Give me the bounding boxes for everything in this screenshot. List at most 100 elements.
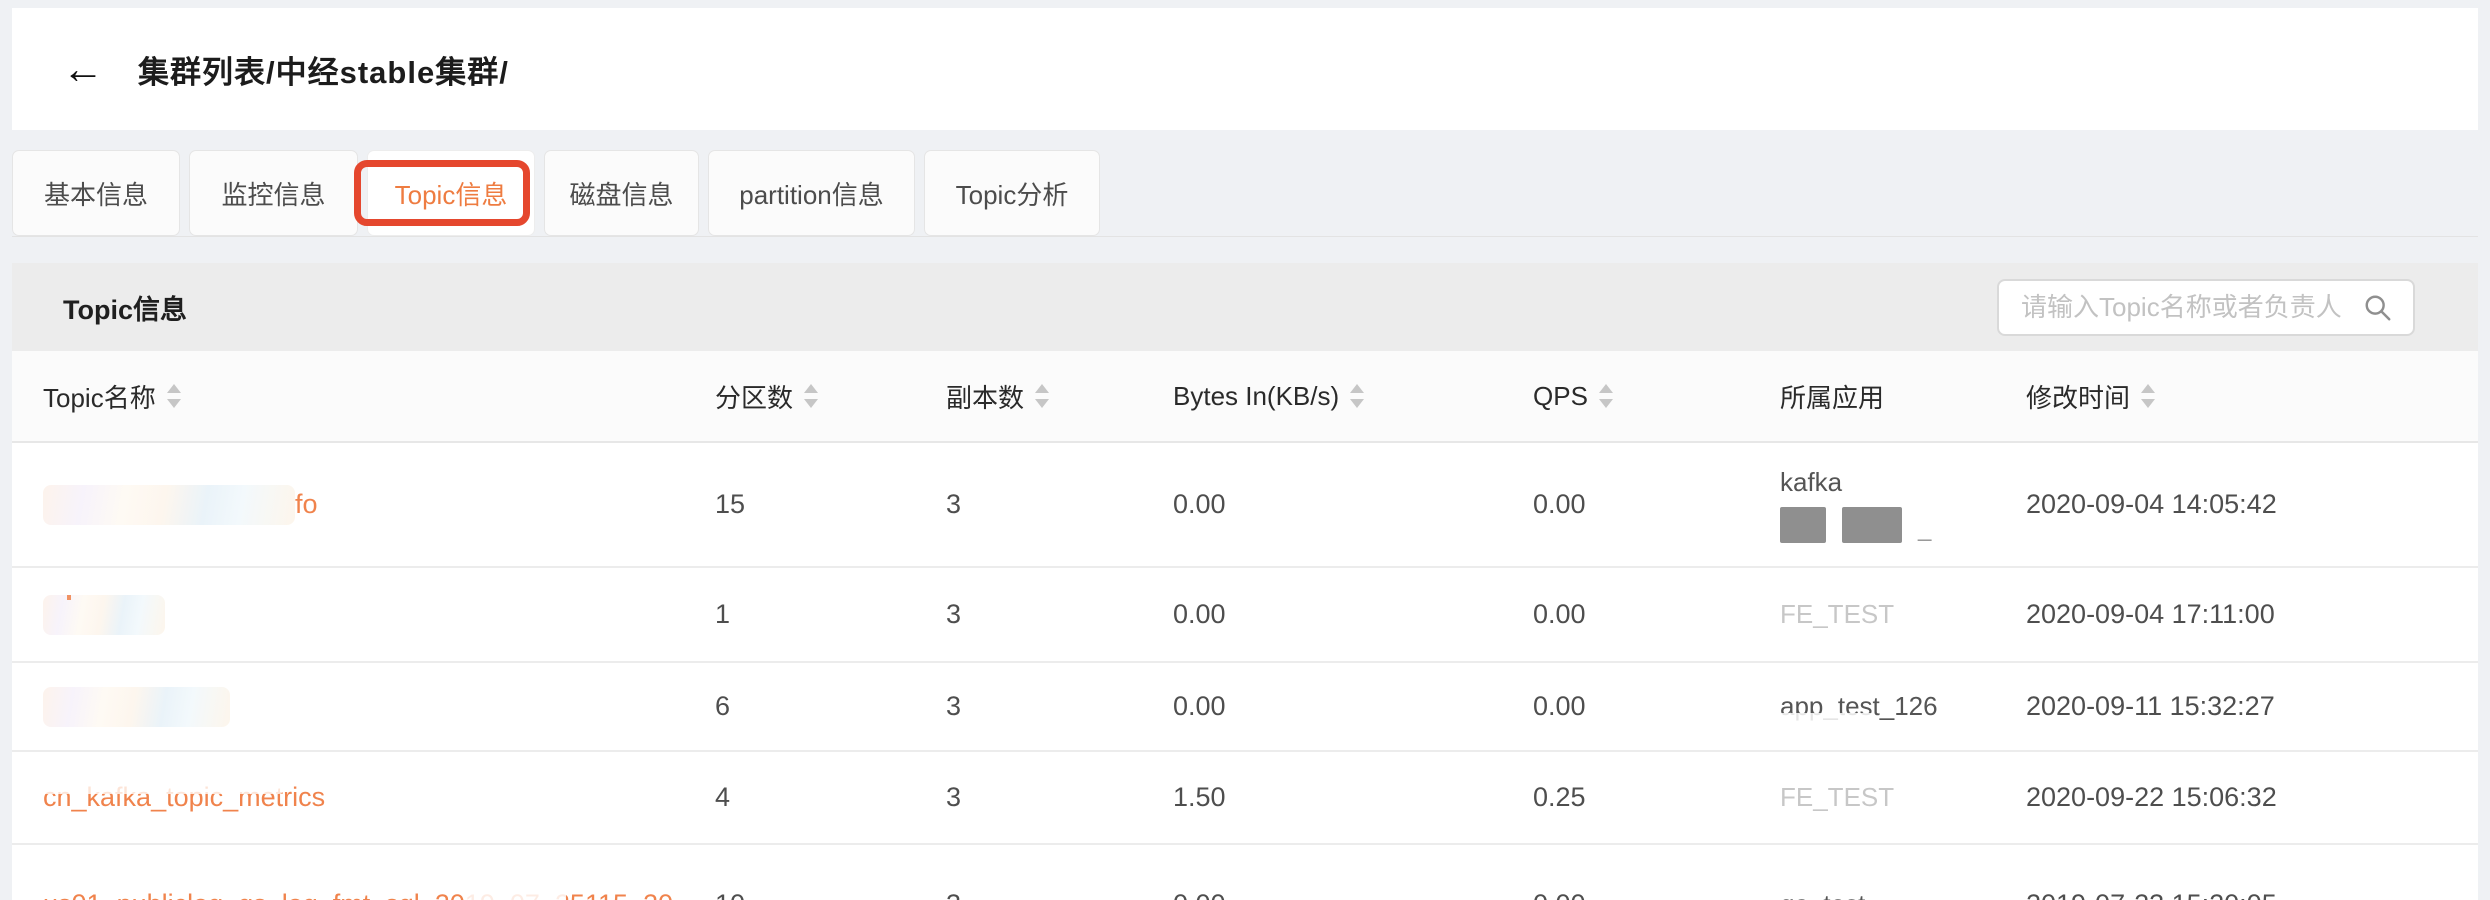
search-icon[interactable] (2363, 293, 2393, 323)
cell-value: 6 (715, 691, 731, 721)
cell-value: 15 (715, 489, 746, 519)
topic-name-link[interactable]: fo (295, 489, 318, 519)
cell-qps: 0.00 (1533, 599, 1780, 630)
active-tab-annotation-ring (354, 160, 530, 226)
cell-modified: 2020-09-04 17:11:00 (2026, 599, 2478, 630)
redaction-block (1842, 506, 1902, 543)
modified-time: 2020-09-04 17:11:00 (2026, 599, 2275, 629)
app-name: kafka (1780, 466, 1843, 497)
sort-carets-icon[interactable] (1598, 384, 1613, 408)
cell-value: 10 (715, 889, 745, 900)
cell-replicas: 3 (946, 489, 1173, 520)
cell-topic (12, 594, 715, 635)
cell-app: FE_TEST (1780, 782, 2026, 813)
cell-value: 3 (946, 889, 961, 900)
col-partition-count: 分区数 (715, 378, 946, 415)
cell-qps: 0.00 (1533, 489, 1780, 520)
sort-carets-icon[interactable] (804, 384, 819, 408)
page-title: 集群列表/中经stable集群/ (138, 54, 509, 90)
cell-qps: 0.00 (1533, 889, 1780, 900)
cell-modified: 2020-09-11 15:32:27 (2026, 691, 2478, 722)
cell-bytes-in: 1.50 (1173, 782, 1533, 813)
cell-app: app_test_126 (1780, 691, 2026, 722)
app-name: FE_TEST (1780, 782, 1895, 812)
column-label: 副本数 (946, 382, 1025, 413)
cell-value: 0.00 (1533, 489, 1586, 519)
column-label: 修改时间 (2026, 382, 2131, 413)
cell-topic: cn_kafka_topic_metrics (12, 782, 715, 813)
cell-app: kafka _ (1780, 467, 2026, 543)
topic-search-box (1997, 279, 2415, 336)
tab-disk-info[interactable]: 磁盘信息 (544, 150, 699, 236)
cell-app: qa_test (1780, 889, 2026, 900)
back-arrow-icon[interactable]: ← (62, 45, 104, 92)
cell-app: FE_TEST (1780, 599, 2026, 630)
cell-value: 3 (946, 489, 962, 519)
cell-bytes-in: 0.00 (1173, 489, 1533, 520)
cell-value: 0.00 (1173, 489, 1226, 519)
redaction-blocks: _ (1780, 506, 1931, 543)
tab-topic-analysis[interactable]: Topic分析 (924, 150, 1100, 236)
tab-partition-info[interactable]: partition信息 (708, 150, 915, 236)
col-app: 所属应用 (1780, 378, 2026, 415)
topic-name-link[interactable]: us01_publiclog_gs_log_fmt_sql_2019_07_25… (43, 889, 673, 900)
cell-partitions: 15 (715, 489, 946, 520)
table-row: 1 3 0.00 0.00 FE_TEST 2020-09-04 17:11:00 (12, 568, 2478, 663)
column-label: 分区数 (715, 382, 794, 413)
tab-topic-info[interactable]: Topic信息 (354, 150, 535, 236)
col-topic-name: Topic名称 (12, 378, 715, 415)
sort-carets-icon[interactable] (1035, 384, 1050, 408)
tab-basic-info[interactable]: 基本信息 (12, 150, 180, 236)
redaction-block (1780, 506, 1826, 543)
col-modified-time: 修改时间 (2026, 378, 2478, 415)
cell-value: 0.00 (1173, 691, 1226, 721)
redacted-topic-blob (43, 594, 165, 635)
cell-value: 4 (715, 782, 731, 812)
cell-value: 0.00 (1533, 889, 1586, 900)
redacted-topic-blob (43, 484, 295, 525)
cell-qps: 0.25 (1533, 782, 1780, 813)
column-label: 所属应用 (1780, 382, 1885, 413)
sort-carets-icon[interactable] (2141, 384, 2156, 408)
column-label: QPS (1533, 380, 1588, 411)
tab-baseline-divider (12, 236, 2478, 237)
cell-value: 3 (946, 782, 962, 812)
app-name: FE_TEST (1780, 599, 1895, 629)
cell-replicas: 3 (946, 782, 1173, 813)
cell-partitions: 10 (715, 889, 946, 900)
column-label: Bytes In(KB/s) (1173, 380, 1340, 411)
cell-value: 0.00 (1173, 599, 1226, 629)
cell-topic: us01_publiclog_gs_log_fmt_sql_2019_07_25… (12, 888, 715, 900)
cell-value: 0.00 (1533, 691, 1586, 721)
cell-value: 0.00 (1173, 889, 1226, 900)
panel-header: Topic信息 (12, 263, 2478, 351)
cell-value: 3 (946, 599, 962, 629)
cell-value: 1 (715, 599, 731, 629)
topic-info-panel: Topic信息 Topic名称 分区数 副本数 Bytes In(KB/s) QPS 所属… (12, 263, 2478, 900)
modified-time: 2020-09-04 14:05:42 (2026, 489, 2277, 519)
column-label: Topic名称 (43, 382, 156, 413)
cell-bytes-in: 0.00 (1173, 691, 1533, 722)
cell-bytes-in: 0.00 (1173, 599, 1533, 630)
cell-value: 0.25 (1533, 782, 1586, 812)
cell-replicas: 3 (946, 691, 1173, 722)
redaction-overlay (1780, 713, 1874, 722)
cell-value: 1.50 (1173, 782, 1226, 812)
sort-carets-icon[interactable] (166, 384, 181, 408)
cell-qps: 0.00 (1533, 691, 1780, 722)
cell-topic: fo (12, 484, 715, 525)
col-replica-count: 副本数 (946, 378, 1173, 415)
topic-name-link[interactable]: cn_kafka_topic_metrics (43, 782, 326, 812)
table-row: 6 3 0.00 0.00 app_test_126 2020-09-11 15:32:2… (12, 663, 2478, 752)
cell-value: 0.00 (1533, 599, 1586, 629)
header-bar: ← 集群列表/中经stable集群/ (12, 8, 2478, 130)
topic-search-input[interactable] (1999, 292, 2363, 323)
tab-monitor-info[interactable]: 监控信息 (189, 150, 358, 236)
cell-modified: 2020-09-04 14:05:42 (2026, 489, 2478, 520)
table-row: us01_publiclog_gs_log_fmt_sql_2019_07_25… (12, 845, 2478, 900)
sort-carets-icon[interactable] (1350, 384, 1365, 408)
col-qps: QPS (1533, 381, 1780, 412)
table-row: fo 15 3 0.00 0.00 kafka _ 2020-09-04 14:05:42 (12, 443, 2478, 568)
cell-topic (12, 686, 715, 727)
